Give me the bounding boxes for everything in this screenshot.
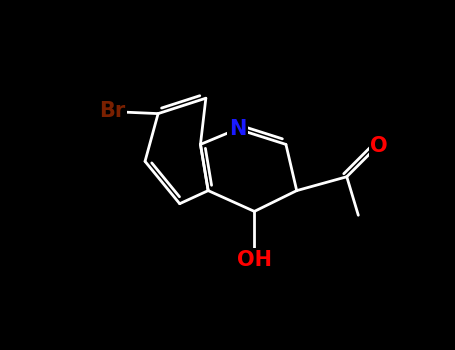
Text: Br: Br	[99, 101, 125, 121]
Text: OH: OH	[237, 250, 272, 270]
Text: N: N	[229, 119, 246, 139]
Text: O: O	[370, 136, 388, 156]
